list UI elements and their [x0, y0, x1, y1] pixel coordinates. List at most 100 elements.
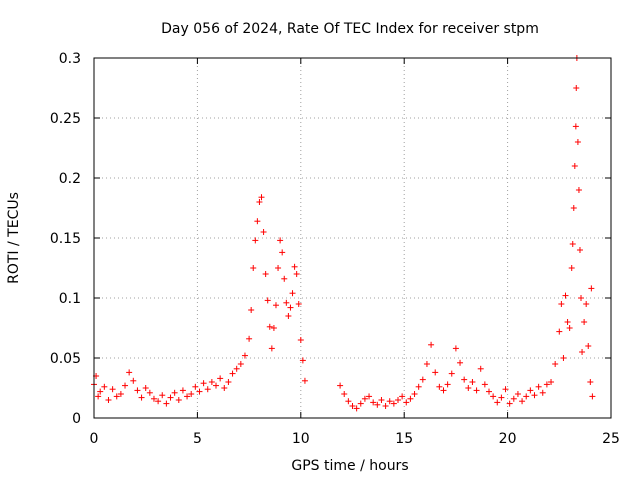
- data-point: [558, 301, 565, 307]
- y-tick-label: 0.3: [59, 51, 81, 67]
- data-point: [341, 391, 348, 397]
- data-point: [579, 349, 586, 355]
- data-point: [297, 337, 304, 343]
- data-point: [575, 187, 582, 193]
- data-point: [188, 391, 195, 397]
- data-point: [221, 385, 228, 391]
- data-point: [569, 241, 576, 247]
- data-point: [436, 383, 443, 390]
- data-point: [345, 398, 352, 405]
- data-point: [293, 271, 300, 277]
- x-axis-label: GPS time / hours: [291, 458, 408, 474]
- data-point: [101, 383, 108, 390]
- data-point-layer: [91, 55, 596, 412]
- data-point: [572, 123, 579, 130]
- data-point: [514, 391, 521, 397]
- data-point: [465, 385, 472, 391]
- data-point: [390, 400, 397, 407]
- data-point: [552, 361, 559, 367]
- data-point: [498, 394, 505, 401]
- data-point: [256, 199, 263, 205]
- data-point: [196, 388, 203, 395]
- data-point: [353, 405, 360, 412]
- data-point: [548, 379, 555, 385]
- data-point: [440, 387, 447, 394]
- data-point: [204, 386, 211, 393]
- data-point: [571, 163, 578, 169]
- data-point: [415, 383, 422, 390]
- data-point: [184, 393, 191, 400]
- chart-title: Day 056 of 2024, Rate Of TEC Index for r…: [161, 21, 539, 37]
- data-point: [337, 382, 344, 389]
- data-point: [576, 247, 583, 253]
- data-point: [568, 265, 575, 271]
- data-point: [378, 397, 385, 403]
- data-point: [163, 400, 170, 407]
- data-point: [411, 391, 418, 397]
- data-point: [519, 398, 526, 405]
- data-point: [277, 237, 284, 244]
- data-point: [285, 313, 292, 319]
- data-point: [301, 377, 308, 384]
- y-tick-label: 0.25: [50, 111, 81, 127]
- data-point: [159, 392, 166, 399]
- data-point: [229, 370, 236, 377]
- data-point: [289, 290, 296, 297]
- data-point: [279, 249, 286, 256]
- data-point: [461, 376, 468, 383]
- data-point: [477, 365, 484, 372]
- y-tick-label: 0.1: [59, 291, 81, 307]
- data-point: [179, 387, 186, 394]
- data-point: [241, 352, 248, 359]
- data-point: [588, 285, 595, 292]
- data-point: [126, 369, 133, 376]
- data-point: [275, 265, 282, 271]
- data-point: [146, 389, 153, 396]
- data-point: [281, 275, 288, 282]
- data-point: [252, 237, 259, 244]
- data-point: [382, 403, 389, 409]
- data-point: [394, 397, 401, 403]
- data-point: [97, 388, 104, 395]
- data-point: [150, 395, 157, 402]
- data-point: [469, 379, 476, 385]
- grid-layer: [94, 58, 611, 418]
- data-point: [473, 387, 480, 394]
- x-tick-label: 25: [602, 431, 620, 447]
- data-point: [573, 85, 580, 91]
- data-point: [248, 307, 255, 313]
- data-point: [254, 218, 261, 225]
- data-point: [531, 392, 538, 399]
- data-point: [246, 335, 253, 342]
- data-point: [361, 395, 368, 402]
- data-point: [494, 399, 501, 406]
- y-tick-label: 0: [72, 411, 81, 427]
- data-point: [260, 229, 267, 235]
- data-point: [403, 399, 410, 406]
- data-point: [510, 395, 517, 402]
- data-point: [539, 389, 546, 396]
- data-point: [167, 394, 174, 401]
- y-axis-label: ROTI / TECUs: [6, 192, 22, 284]
- data-point: [587, 379, 594, 385]
- data-point: [295, 301, 302, 307]
- data-point: [258, 194, 265, 201]
- data-point: [130, 377, 137, 384]
- data-point: [432, 369, 439, 376]
- data-point: [574, 139, 581, 145]
- data-point: [266, 323, 273, 330]
- data-point: [399, 393, 406, 400]
- data-point: [444, 381, 451, 388]
- x-tick-label: 20: [499, 431, 517, 447]
- data-point: [287, 304, 294, 311]
- data-point: [564, 319, 571, 325]
- data-point: [349, 403, 356, 409]
- data-point: [485, 388, 492, 395]
- y-tick-label: 0.15: [50, 231, 81, 247]
- y-tick-label: 0.2: [59, 171, 81, 187]
- data-point: [560, 355, 567, 361]
- data-point: [527, 387, 534, 394]
- data-point: [370, 399, 377, 406]
